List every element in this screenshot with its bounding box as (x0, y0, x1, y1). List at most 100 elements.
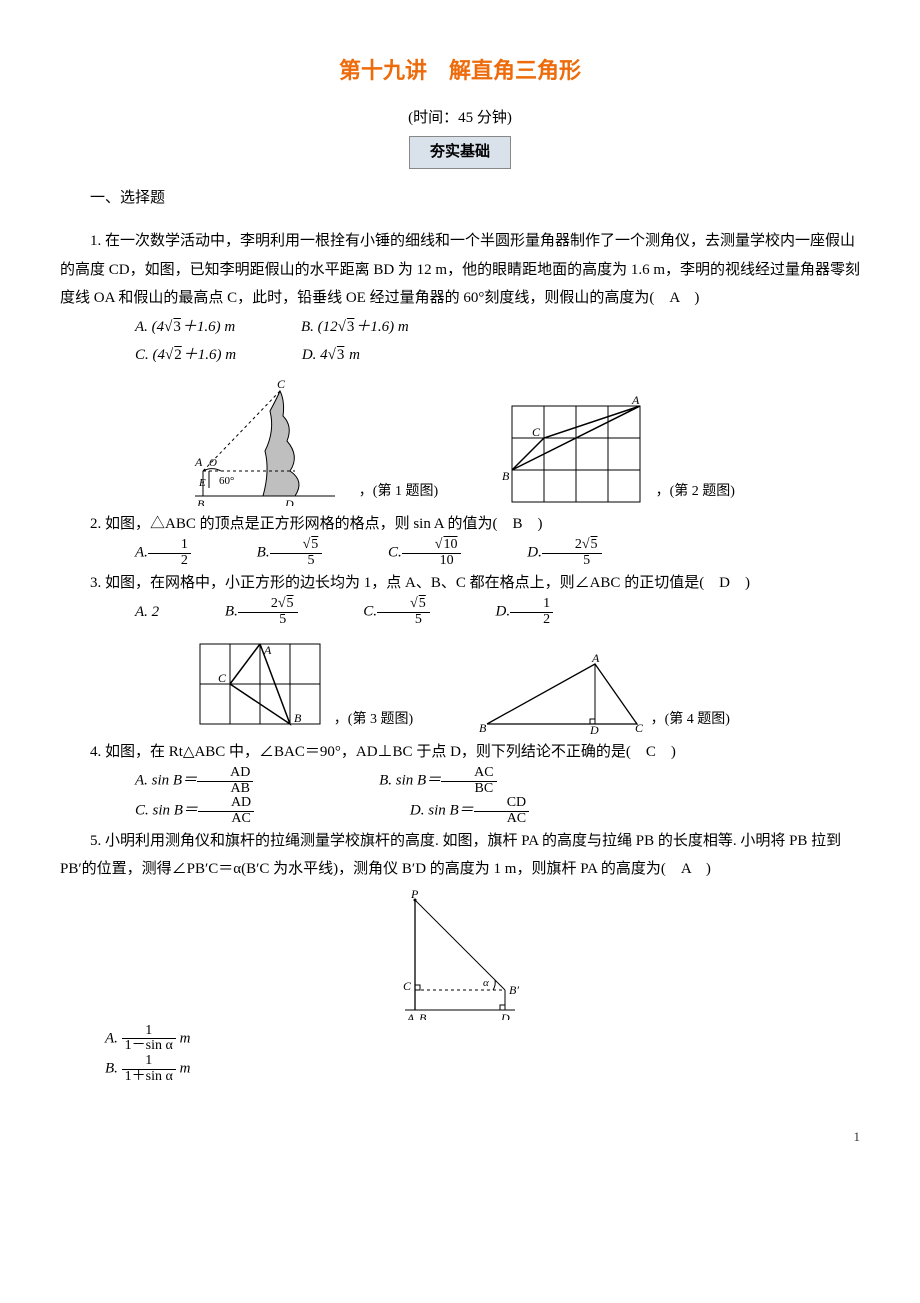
q3-d-den: 2 (510, 613, 553, 628)
q4-b-den: BC (441, 782, 496, 797)
fig4-B: B (479, 721, 487, 734)
q4-b-num: AC (441, 766, 496, 782)
q5-b-lbl: B. (105, 1061, 118, 1077)
lesson-title: 第十九讲 解直角三角形 (60, 50, 860, 92)
q4-c-lbl: C. sin B＝ (135, 803, 198, 819)
fig4-A: A (591, 654, 600, 665)
q3-a: A. 2 (135, 604, 159, 620)
fig5-svg: P C α B′ A B D (385, 890, 535, 1020)
fig3-svg: A C B (190, 634, 330, 734)
time-note: (时间：45 分钟) (60, 104, 860, 133)
fig5-P: P (410, 890, 419, 901)
q2-b-den: 5 (270, 554, 323, 569)
fig3-B: B (294, 711, 302, 725)
fig3-C: C (218, 671, 227, 685)
q4-stem: 4. 如图，在 Rt△ABC 中，∠BAC＝90°，AD⊥BC 于点 D，则下列… (60, 738, 860, 767)
badge-row: 夯实基础 (60, 136, 860, 169)
q2-c-lbl: C. (388, 545, 402, 561)
fig-row-2: A C B ，(第 3 题图) A B D C ，(第 4 题图) (60, 634, 860, 734)
q2-d-pre: 2 (575, 537, 582, 552)
fig4-cap: ，(第 4 题图) (651, 707, 730, 734)
q3-b-rad: 5 (286, 596, 295, 611)
q1-b-post: ＋1.6) m (355, 319, 408, 335)
q2-d-den: 5 (542, 554, 602, 569)
fig5-C: C (403, 979, 412, 993)
q5-b-unit: m (180, 1061, 191, 1077)
q2-b-num: 5 (310, 537, 319, 552)
q2-stem: 2. 如图，△ABC 的顶点是正方形网格的格点，则 sin A 的值为( B ) (60, 510, 860, 539)
q5-a-num: 1 (122, 1024, 176, 1040)
q1-c-pre: C. (4 (135, 347, 165, 363)
fig1-O: O (209, 457, 217, 469)
q4-b-lbl: B. sin B＝ (379, 773, 441, 789)
q3-d-num: 1 (510, 597, 553, 613)
fig4-svg: A B D C (477, 654, 647, 734)
q1-d-rad: 3 (336, 347, 346, 363)
q3-stem: 3. 如图，在网格中，小正方形的边长均为 1，点 A、B、C 都在格点上，则∠A… (60, 569, 860, 598)
q4-opts-1: A. sin B＝ADAB B. sin B＝ACBC (60, 766, 860, 796)
q1-b-rad: 3 (346, 319, 356, 335)
q2-a-den: 2 (148, 554, 191, 569)
section-heading: 一、选择题 (60, 184, 860, 213)
q1-a-pre: A. (4 (135, 319, 164, 335)
fig1-box: A O E 60° C B D ，(第 1 题图) (185, 376, 438, 506)
fig2-box: A C B ，(第 2 题图) (502, 396, 735, 506)
fig3-cap: ，(第 3 题图) (334, 707, 413, 734)
q4-a-den: AB (197, 782, 253, 797)
fig5-Bp: B′ (509, 983, 519, 997)
q4-c-num: AD (198, 796, 254, 812)
fig1-angle: 60° (219, 475, 234, 487)
fig5-A: A (406, 1011, 415, 1020)
q3-c-den: 5 (377, 613, 430, 628)
q5-a-unit: m (180, 1030, 191, 1046)
q3-b-lbl: B. (225, 604, 238, 620)
fig1-C: C (277, 377, 286, 391)
fig1-E: E (198, 477, 206, 489)
fig4-D: D (589, 723, 599, 734)
q5-a-den: 1－sin α (122, 1039, 176, 1054)
q1-d-pre: D. 4 (302, 347, 328, 363)
q3-b-den: 5 (238, 613, 298, 628)
q2-d-rad: 5 (590, 537, 599, 552)
q2-opts: A.12 B.√55 C.√1010 D.2√55 (60, 538, 860, 568)
q4-c-den: AC (198, 812, 254, 827)
fig4-box: A B D C ，(第 4 题图) (477, 654, 730, 734)
q5-b-den: 1＋sin α (122, 1070, 176, 1085)
fig5-row: P C α B′ A B D (60, 890, 860, 1020)
fig3-A: A (263, 643, 272, 657)
q1-d-post: m (345, 347, 360, 363)
fig1-svg: A O E 60° C B D (185, 376, 355, 506)
q2-c-num: 10 (442, 537, 458, 552)
q2-d-lbl: D. (527, 545, 542, 561)
fig1-cap: ，(第 1 题图) (359, 479, 438, 506)
q3-c-lbl: C. (363, 604, 377, 620)
q1-c-post: ＋1.6) m (183, 347, 236, 363)
q1-stem: 1. 在一次数学活动中，李明利用一根拴有小锤的细线和一个半圆形量角器制作了一个测… (60, 227, 860, 313)
q5-opt-a: A. 11－sin α m (105, 1024, 860, 1054)
q4-d-num: CD (474, 796, 529, 812)
fig5-alpha: α (483, 977, 489, 989)
q4-a-lbl: A. sin B＝ (135, 773, 197, 789)
q4-opts-2: C. sin B＝ADAC D. sin B＝CDAC (60, 796, 860, 826)
q2-c-den: 10 (402, 554, 462, 569)
q5-a-lbl: A. (105, 1030, 118, 1046)
q5-stem: 5. 小明利用测角仪和旗杆的拉绳测量学校旗杆的高度. 如图，旗杆 PA 的高度与… (60, 827, 860, 884)
fig1-B: B (197, 497, 205, 506)
fig1-A: A (194, 455, 203, 469)
q1-b-pre: B. (12 (301, 319, 338, 335)
fig2-C: C (532, 425, 541, 439)
fig1-D: D (284, 497, 294, 506)
fig2-B: B (502, 469, 510, 483)
q1-opts-2: C. (4√2＋1.6) m D. 4√3 m (60, 341, 860, 370)
fig2-cap: ，(第 2 题图) (656, 479, 735, 506)
q1-a-post: ＋1.6) m (182, 319, 235, 335)
q1-c-rad: 2 (173, 347, 183, 363)
q1-opts-1: A. (4√3＋1.6) m B. (12√3＋1.6) m (60, 313, 860, 342)
section-badge: 夯实基础 (409, 136, 511, 169)
q2-b-lbl: B. (257, 545, 270, 561)
fig4-C: C (635, 721, 644, 734)
fig2-svg: A C B (502, 396, 652, 506)
q4-d-lbl: D. sin B＝ (410, 803, 474, 819)
q4-a-num: AD (197, 766, 253, 782)
q4-d-den: AC (474, 812, 529, 827)
